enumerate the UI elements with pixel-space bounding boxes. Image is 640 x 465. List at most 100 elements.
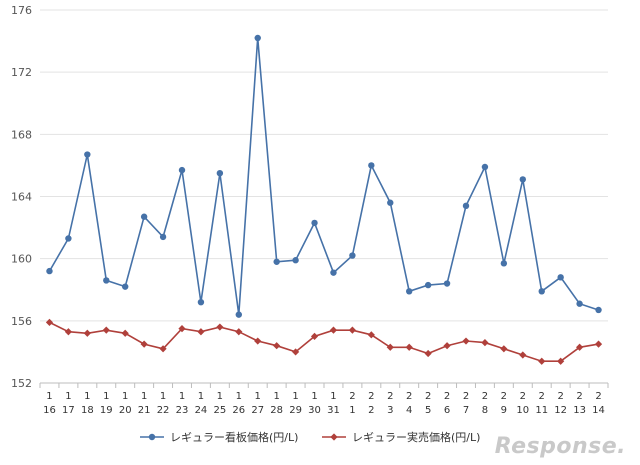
data-point xyxy=(311,219,318,227)
data-point xyxy=(292,257,299,264)
x-tick-day-label: 31 xyxy=(327,405,340,416)
x-tick-month-label: 1 xyxy=(160,391,166,402)
data-point xyxy=(140,340,148,348)
data-point xyxy=(538,288,545,295)
x-tick-day-label: 23 xyxy=(176,405,189,416)
x-tick-day-label: 2 xyxy=(368,405,374,416)
data-point xyxy=(576,300,583,307)
legend-label: レギュラー実売価格(円/L) xyxy=(352,430,480,444)
data-point xyxy=(368,162,375,169)
x-tick-day-label: 10 xyxy=(516,405,529,416)
x-tick-day-label: 4 xyxy=(406,405,412,416)
x-tick-month-label: 2 xyxy=(520,391,526,402)
x-tick-day-label: 27 xyxy=(251,405,264,416)
data-point xyxy=(292,348,300,356)
legend: レギュラー看板価格(円/L) レギュラー実売価格(円/L) xyxy=(140,430,480,444)
x-tick-day-label: 20 xyxy=(119,405,132,416)
data-point xyxy=(216,323,224,331)
data-point xyxy=(329,326,338,334)
y-tick-label: 156 xyxy=(11,315,32,328)
x-tick-month-label: 2 xyxy=(501,391,507,402)
y-tick-label: 172 xyxy=(11,66,32,79)
legend-marker xyxy=(148,433,156,441)
data-point xyxy=(84,151,91,158)
data-point xyxy=(159,345,167,353)
x-tick-month-label: 1 xyxy=(236,391,242,402)
data-point xyxy=(197,298,205,306)
x-tick-month-label: 1 xyxy=(273,391,279,402)
data-point xyxy=(235,311,242,318)
data-point xyxy=(235,328,243,336)
x-tick-month-label: 1 xyxy=(255,391,261,402)
data-point xyxy=(576,343,584,351)
x-tick-month-label: 1 xyxy=(179,391,185,402)
data-point xyxy=(178,325,186,333)
x-tick-month-label: 2 xyxy=(444,391,450,402)
x-tick-day-label: 26 xyxy=(232,405,245,416)
x-tick-day-label: 25 xyxy=(213,405,226,416)
data-point xyxy=(462,202,470,210)
x-tick-month-label: 2 xyxy=(595,391,601,402)
x-tick-day-label: 17 xyxy=(62,405,75,416)
x-tick-month-label: 2 xyxy=(406,391,412,402)
data-point xyxy=(424,281,432,289)
x-tick-month-label: 1 xyxy=(65,391,71,402)
legend-marker xyxy=(330,433,338,441)
x-tick-month-label: 1 xyxy=(198,391,204,402)
data-point xyxy=(405,343,413,351)
data-point xyxy=(197,328,205,336)
data-point xyxy=(519,351,527,359)
x-tick-month-label: 2 xyxy=(482,391,488,402)
legend-label: レギュラー看板価格(円/L) xyxy=(170,430,298,444)
data-point xyxy=(273,342,281,350)
data-point xyxy=(103,277,110,284)
data-point xyxy=(386,343,394,351)
data-point xyxy=(367,331,375,339)
series-line-1 xyxy=(49,321,599,363)
data-point xyxy=(330,269,337,276)
x-tick-day-label: 19 xyxy=(100,405,113,416)
data-point xyxy=(310,332,319,340)
data-point xyxy=(519,176,526,183)
data-point xyxy=(102,326,110,334)
x-tick-day-label: 6 xyxy=(444,405,450,416)
data-point xyxy=(406,288,413,295)
data-point xyxy=(481,163,489,171)
data-point xyxy=(254,337,262,345)
x-tick-month-label: 2 xyxy=(576,391,582,402)
data-point xyxy=(65,235,72,242)
y-tick-label: 152 xyxy=(11,377,32,390)
x-tick-day-label: 28 xyxy=(270,405,283,416)
x-tick-day-label: 18 xyxy=(81,405,94,416)
data-point xyxy=(595,306,602,314)
x-tick-month-label: 1 xyxy=(311,391,317,402)
x-tick-month-label: 1 xyxy=(217,391,223,402)
response-watermark-logo: Response. xyxy=(494,434,626,459)
data-point xyxy=(83,329,91,337)
x-tick-day-label: 1 xyxy=(349,405,355,416)
y-axis: 152 156 160 164 168 172 176 xyxy=(11,4,32,390)
data-point xyxy=(538,357,546,365)
data-point xyxy=(349,252,356,259)
x-tick-month-label: 2 xyxy=(387,391,393,402)
data-point xyxy=(443,342,451,350)
data-point xyxy=(45,318,54,326)
data-point xyxy=(64,328,72,336)
gridlines xyxy=(40,9,608,384)
data-point xyxy=(462,337,470,345)
x-tick-day-label: 29 xyxy=(289,405,302,416)
x-tick-day-label: 13 xyxy=(573,405,586,416)
x-tick-day-label: 5 xyxy=(425,405,431,416)
x-tick-month-label: 1 xyxy=(141,391,147,402)
y-tick-label: 164 xyxy=(11,191,32,204)
data-point xyxy=(140,213,148,220)
data-point xyxy=(387,199,394,206)
data-point xyxy=(481,338,489,347)
x-tick-day-label: 7 xyxy=(463,405,469,416)
data-point xyxy=(500,260,508,267)
y-tick-label: 168 xyxy=(11,128,32,141)
data-point xyxy=(46,267,53,275)
x-tick-day-label: 30 xyxy=(308,405,321,416)
x-tick-month-label: 1 xyxy=(292,391,298,402)
